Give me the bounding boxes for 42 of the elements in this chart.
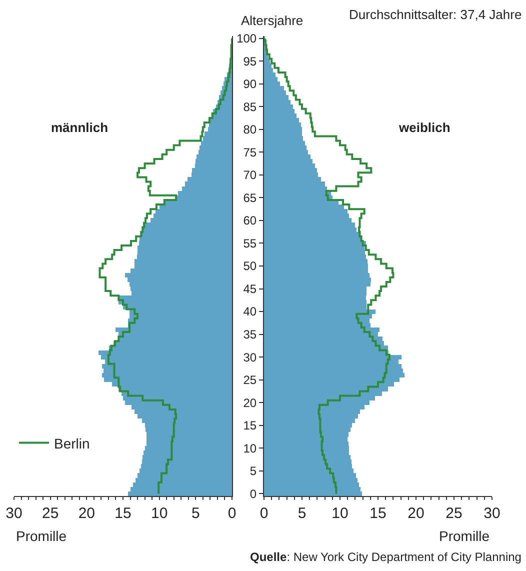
y-tick-label: 30	[243, 350, 257, 364]
y-tick-label: 25	[243, 373, 257, 388]
x-axis-title: Promille	[16, 528, 67, 544]
x-tick-label: 10	[150, 505, 168, 522]
x-tick-label: 30	[484, 505, 500, 522]
x-tick-label: 15	[114, 505, 132, 522]
x-tick-label: 5	[192, 505, 200, 522]
x-tick-label: 15	[370, 505, 386, 522]
y-tick-label: 60	[243, 214, 257, 228]
x-tick-label: 25	[446, 505, 462, 522]
x-tick-label: 25	[42, 505, 59, 522]
y-tick-label: 95	[243, 54, 257, 68]
y-tick-label: 15	[243, 418, 257, 433]
y-tick-label: 40	[243, 304, 257, 319]
y-tick-label: 55	[243, 236, 257, 250]
y-tick-label: 90	[243, 77, 257, 92]
y-tick-label: 20	[243, 396, 257, 410]
y-tick-label: 0	[250, 486, 257, 501]
x-tick-label: 20	[78, 505, 96, 522]
y-tick-label: 65	[243, 190, 257, 205]
x-tick-label: 30	[6, 505, 22, 522]
x-axis-title: Promille	[439, 528, 490, 544]
y-tick-label: 100	[236, 31, 257, 46]
source-note: Quelle: New York City Department of City Planning	[250, 550, 522, 564]
y-tick-label: 5	[250, 464, 257, 478]
x-tick-label: 0	[228, 505, 236, 522]
legend-label: Berlin	[54, 435, 90, 452]
y-tick-label: 45	[243, 282, 257, 296]
annotation: weiblich	[398, 120, 450, 135]
x-tick-label: 5	[298, 505, 306, 522]
y-tick-label: 75	[243, 145, 257, 160]
text: Durchschnittsalter: 37,4 Jahre	[349, 7, 522, 22]
annotation: männlich	[51, 120, 108, 135]
y-axis-title: Altersjahre	[241, 13, 304, 28]
y-tick-label: 70	[243, 168, 257, 182]
y-tick-label: 50	[243, 259, 257, 274]
y-tick-label: 80	[243, 122, 257, 137]
y-tick-label: 85	[243, 100, 257, 114]
y-tick-label: 10	[243, 441, 257, 456]
y-tick-label: 35	[243, 328, 257, 342]
x-tick-label: 20	[408, 505, 424, 522]
x-tick-label: 10	[332, 505, 348, 522]
